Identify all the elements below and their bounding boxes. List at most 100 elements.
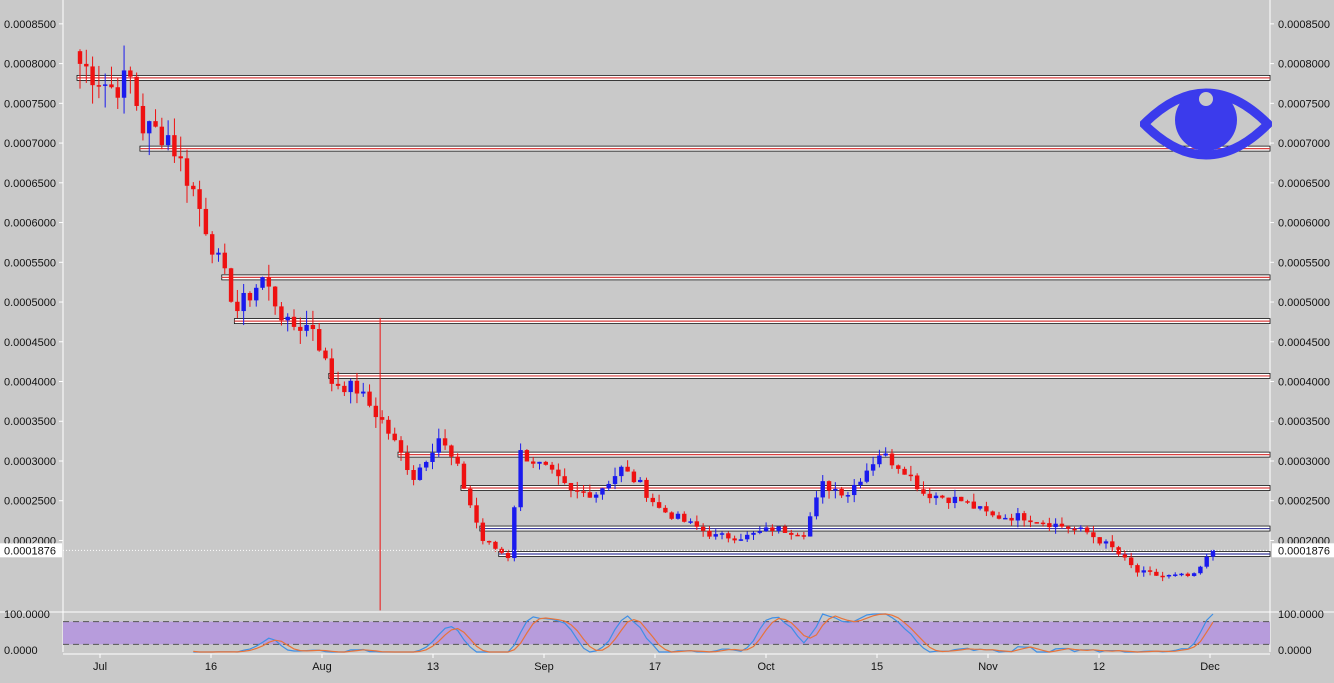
y-tick-label-left: 0.0007000 <box>4 138 56 150</box>
y-tick-label-right: 0.0006000 <box>1278 218 1330 230</box>
candle-body <box>512 507 517 559</box>
candle-body <box>902 468 907 475</box>
y-tick-label-right: 0.0007000 <box>1278 138 1330 150</box>
candle-body <box>121 70 127 98</box>
candle-body <box>172 135 177 157</box>
candle-body <box>719 533 725 535</box>
candle-body <box>984 506 989 512</box>
candle-body <box>461 463 467 489</box>
candle-body <box>1078 527 1084 530</box>
candle-body <box>959 496 964 502</box>
y-tick-label-left: 0.0008000 <box>4 59 56 71</box>
candle-body <box>128 70 133 77</box>
candle-body <box>663 507 668 513</box>
candle-body <box>751 532 756 535</box>
candle-body <box>1135 565 1140 573</box>
candle-body <box>102 84 108 86</box>
candle-body <box>732 538 737 541</box>
y-tick-label-right: 0.0005000 <box>1278 297 1330 309</box>
candle-body <box>84 63 89 67</box>
y-tick-label-left: 0.0003000 <box>4 456 56 468</box>
candle-body <box>556 469 561 477</box>
y-tick-label-left: 0.0006000 <box>4 218 56 230</box>
candle-body <box>367 391 372 406</box>
candle-body <box>1040 522 1046 525</box>
x-tick-label: Nov <box>978 661 998 673</box>
candle-body <box>1179 573 1184 576</box>
candle-body <box>1066 526 1071 529</box>
candle-body <box>480 522 486 541</box>
candle-body <box>914 475 920 490</box>
candle-body <box>549 464 555 470</box>
candle-body <box>707 530 712 537</box>
candle-body <box>820 481 825 498</box>
candle-body <box>518 450 523 508</box>
candle-body <box>209 234 215 255</box>
x-tick-label: Sep <box>534 661 554 673</box>
candle-body <box>619 466 624 477</box>
candle-body <box>335 383 341 386</box>
candle-body <box>700 526 706 531</box>
candle-body <box>442 438 448 446</box>
candle-body <box>606 483 611 489</box>
candle-body <box>656 502 662 508</box>
osc-tick-label-left: 0.0000 <box>4 645 38 657</box>
y-tick-label-left: 0.0003500 <box>4 416 56 428</box>
candle-body <box>675 513 681 519</box>
candle-body <box>845 495 851 497</box>
candle-body <box>883 453 888 456</box>
candle-body <box>247 292 253 301</box>
candle-body <box>877 455 882 465</box>
candle-body <box>235 301 240 312</box>
candle-body <box>789 532 794 535</box>
candle-body <box>1103 541 1109 544</box>
candle-body <box>575 490 580 492</box>
candle-body <box>423 461 429 468</box>
candle-body <box>468 488 473 506</box>
candle-body <box>153 121 158 127</box>
candle-body <box>971 501 977 509</box>
candle-body <box>568 482 574 491</box>
candle-body <box>921 489 926 494</box>
candle-body <box>272 286 278 307</box>
candle-body <box>593 494 599 498</box>
x-tick-label: 12 <box>1093 661 1105 673</box>
candle-body <box>1034 522 1039 524</box>
candle-body <box>638 479 643 483</box>
candle-body <box>757 531 763 533</box>
candle-body <box>285 316 290 321</box>
last-price-label-left: 0.0001876 <box>4 545 56 557</box>
x-tick-label: Aug <box>312 661 332 673</box>
candle-body <box>537 461 542 464</box>
candle-body <box>147 121 152 134</box>
candle-body <box>1141 570 1146 573</box>
candle-body <box>745 534 750 540</box>
x-tick-label: 15 <box>871 661 883 673</box>
candle-body <box>417 467 423 480</box>
candle-body <box>965 501 970 503</box>
candle-body <box>908 474 914 477</box>
last-price-label-right: 0.0001876 <box>1278 545 1330 557</box>
candle-body <box>1160 575 1165 578</box>
y-tick-label-right: 0.0003000 <box>1278 456 1330 468</box>
candle-body <box>291 316 297 327</box>
y-tick-label-right: 0.0007500 <box>1278 98 1330 110</box>
candle-body <box>392 433 397 441</box>
candle-body <box>379 417 385 420</box>
candle-body <box>587 492 593 498</box>
x-tick-label: Jul <box>93 661 107 673</box>
x-tick-label: Dec <box>1200 661 1220 673</box>
candle-body <box>298 326 303 331</box>
candle-body <box>342 385 347 393</box>
osc-tick-label-right: 0.0000 <box>1278 645 1312 657</box>
candle-body <box>927 493 932 499</box>
candle-body <box>241 292 246 312</box>
x-tick-label: 17 <box>649 661 661 673</box>
candle-body <box>726 533 731 539</box>
candle-body <box>801 535 807 537</box>
y-tick-label-left: 0.0005500 <box>4 257 56 269</box>
candle-body <box>1015 513 1021 521</box>
candle-body <box>140 105 146 134</box>
candle-body <box>826 481 832 491</box>
x-tick-label: 16 <box>205 661 217 673</box>
